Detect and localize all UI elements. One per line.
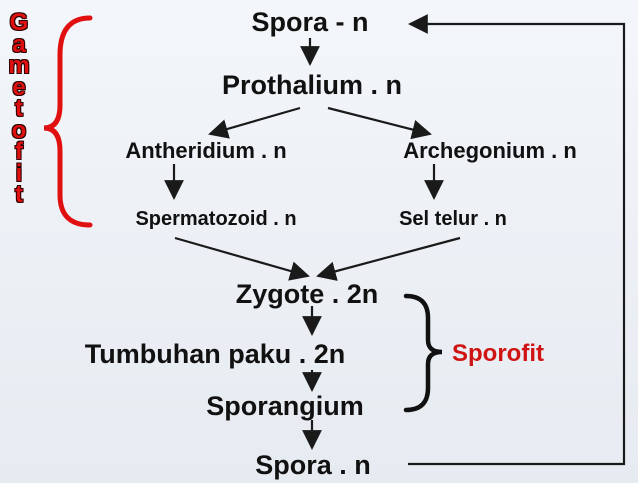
gametofit-letter: a [12, 30, 26, 58]
node-zygote: Zygote . 2n [235, 279, 379, 309]
sporofit-bracket [403, 293, 443, 413]
node-sporangium: Sporangium [206, 391, 364, 421]
node-antheridium: Antheridium . n [125, 138, 287, 163]
arrow-prothalium-to-antheridium [208, 106, 301, 139]
gametofit-letter: t [15, 95, 23, 122]
node-tumbuhan-paku: Tumbuhan paku . 2n [84, 339, 346, 369]
node-prothalium: Prothalium . n [221, 70, 403, 100]
node-sel-telur: Sel telur . n [399, 208, 507, 230]
node-spora-bottom: Spora . n [255, 450, 371, 480]
gametofit-bracket [43, 15, 93, 228]
gametofit-letter: e [12, 73, 26, 101]
gametofit-letter: G [9, 9, 29, 36]
gametofit-letter: f [15, 138, 23, 165]
arrow-sel-telur-to-zygote [316, 236, 461, 281]
arrow-prothalium-to-archegonium [327, 106, 432, 140]
node-spora-top: Spora - n [251, 7, 369, 37]
node-spermatozoid: Spermatozoid . n [135, 208, 297, 230]
arrow-spermatozoid-to-zygote [174, 236, 310, 281]
gametofit-letter: i [15, 159, 23, 187]
gametofit-letter: o [11, 116, 27, 144]
gametofit-letter: t [15, 181, 23, 208]
node-archegonium: Archegonium . n [403, 138, 577, 163]
sporofit-label: Sporofit [452, 340, 544, 367]
arrow-cycle-return [408, 14, 626, 466]
gametofit-letter: m [8, 52, 30, 79]
